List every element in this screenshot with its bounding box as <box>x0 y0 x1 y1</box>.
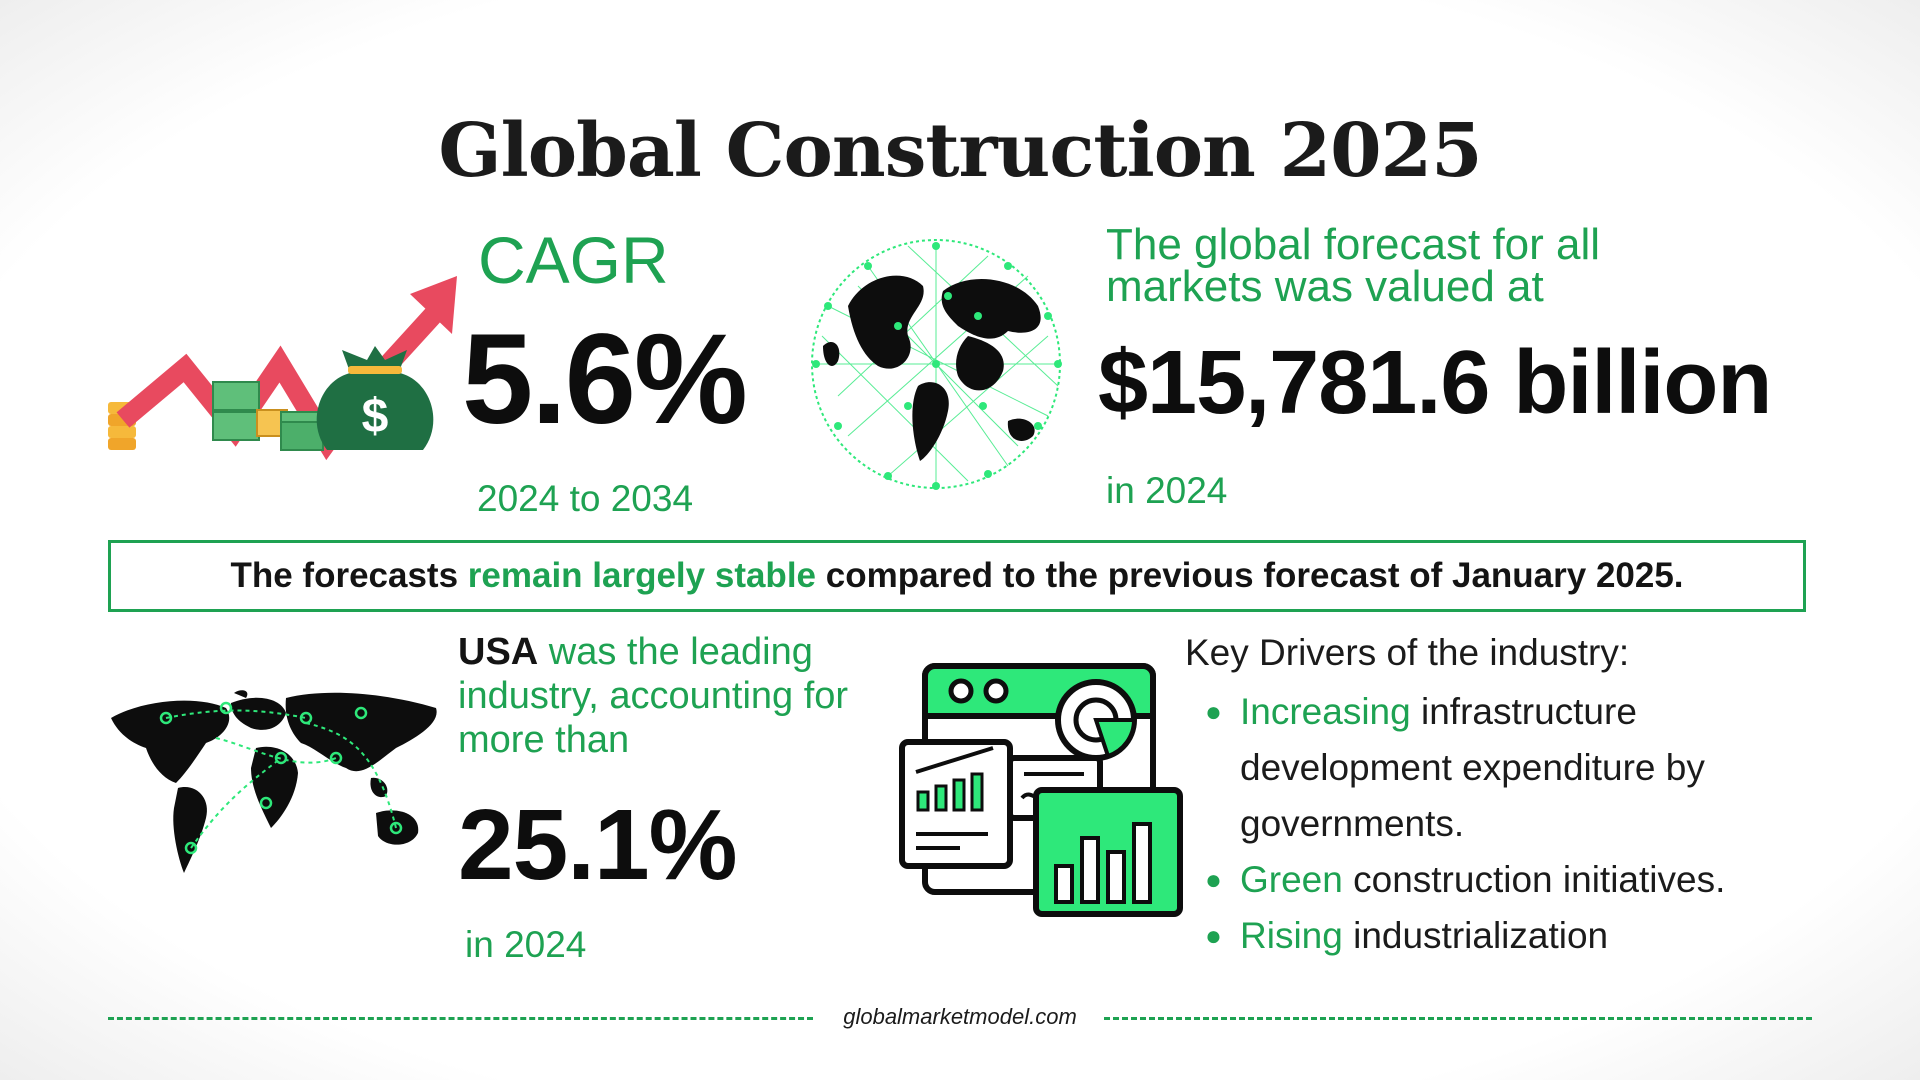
driver-highlight: Rising <box>1240 915 1343 956</box>
svg-text:$: $ <box>362 390 389 443</box>
usa-description: USA was the leading industry, accounting… <box>458 630 908 762</box>
page-title: Global Construction 2025 <box>438 108 1482 194</box>
footer-url[interactable]: globalmarketmodel.com <box>843 1004 1077 1029</box>
drivers-list: ● Increasing infrastructure development … <box>1205 684 1805 964</box>
driver-highlight: Increasing <box>1240 691 1411 732</box>
drivers-heading: Key Drivers of the industry: <box>1185 632 1630 673</box>
globe-network-icon <box>811 239 1062 490</box>
bullet-icon: ● <box>1205 864 1222 895</box>
cagr-label: CAGR <box>478 223 669 297</box>
cagr-value: 5.6% <box>462 308 748 451</box>
list-item: ● Rising industrialization <box>1205 908 1805 964</box>
list-item: ● Green construction initiatives. <box>1205 852 1805 908</box>
forecast-description: The global forecast for all markets was … <box>1106 220 1601 311</box>
forecast-year: in 2024 <box>1106 470 1228 511</box>
driver-highlight: Green <box>1240 859 1343 900</box>
driver-text: construction initiatives. <box>1342 859 1726 900</box>
footer-divider-left <box>108 1017 813 1020</box>
world-map-icon <box>111 690 437 873</box>
driver-text: industrialization <box>1342 915 1609 956</box>
growth-arrow-money-icon: $ <box>108 276 457 461</box>
forecast-value: $15,781.6 billion <box>1098 333 1772 433</box>
bullet-icon: ● <box>1205 920 1222 951</box>
banner-highlight: remain largely stable <box>467 556 817 595</box>
banner-text-end: compared to the previous forecast of Jan… <box>816 556 1684 595</box>
driver-text: infrastructure development expenditure b… <box>1240 691 1716 844</box>
forecast-stability-banner: The forecasts remain largely stable comp… <box>108 540 1806 612</box>
banner-text-start: The forecasts <box>230 556 468 595</box>
analytics-dashboard-icon <box>899 663 1183 917</box>
cagr-period: 2024 to 2034 <box>477 478 694 519</box>
footer-divider-right <box>1104 1017 1812 1020</box>
usa-country: USA <box>458 631 539 673</box>
bullet-icon: ● <box>1205 696 1222 727</box>
usa-share-value: 25.1% <box>458 789 738 901</box>
list-item: ● Increasing infrastructure development … <box>1205 684 1805 852</box>
usa-year: in 2024 <box>465 924 587 965</box>
usa-text: was the leading industry, accounting for… <box>458 631 849 761</box>
